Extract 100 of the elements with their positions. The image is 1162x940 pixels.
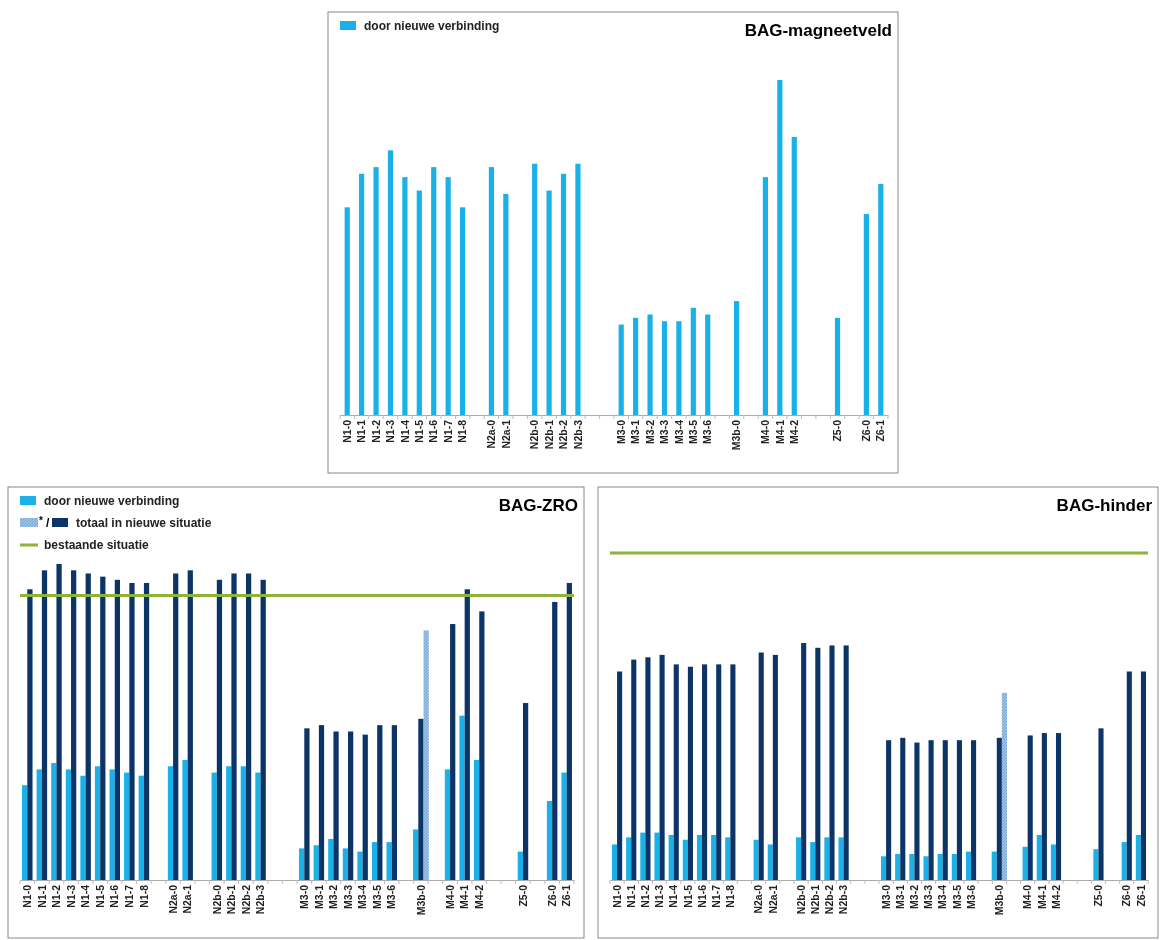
bar (696, 834, 703, 880)
bar (626, 837, 632, 880)
bar (41, 570, 48, 880)
x-tick-label: N1-7 (441, 419, 454, 443)
bar (27, 589, 33, 880)
bar (1022, 846, 1028, 880)
bar (900, 737, 906, 880)
x-tick-label: M3-6 (701, 419, 714, 444)
x-tick-label: N2b-2 (557, 419, 570, 450)
bar (611, 844, 618, 880)
bar (1126, 671, 1132, 880)
bar (758, 652, 764, 880)
x-tick-label: M4-0 (1021, 884, 1034, 909)
bar (187, 570, 193, 880)
x-tick-label: M3-3 (341, 884, 354, 909)
bar (1027, 735, 1033, 880)
bar (705, 314, 711, 415)
bar (71, 570, 77, 880)
bar (645, 657, 651, 880)
chart-title: BAG-ZRO (498, 496, 578, 515)
x-tick-label: M3-4 (936, 884, 949, 909)
bar (522, 703, 529, 880)
x-tick-label: N1-6 (108, 884, 121, 908)
x-tick-label: Z6-0 (860, 419, 873, 442)
bar (386, 842, 392, 880)
x-tick-label: Z5-0 (831, 419, 844, 442)
bar (687, 666, 693, 880)
x-tick-label: N1-7 (709, 884, 722, 908)
x-tick-label: N1-8 (724, 884, 737, 908)
bar (1135, 834, 1141, 880)
x-tick-label: N1-4 (79, 884, 92, 908)
x-tick-label: M3-5 (686, 419, 699, 444)
x-tick-label: N1-1 (35, 884, 48, 908)
bar (173, 573, 179, 880)
bar (344, 207, 350, 415)
x-tick-label: Z5-0 (516, 884, 529, 907)
bar (673, 664, 679, 880)
bar (245, 573, 252, 880)
bar (971, 740, 977, 880)
bar (618, 324, 624, 415)
bar (951, 853, 957, 880)
bar (676, 321, 682, 415)
bar (22, 785, 28, 880)
bar (167, 766, 174, 880)
text: / (46, 516, 50, 530)
bar (796, 837, 802, 880)
bar (65, 769, 72, 880)
bar (682, 839, 688, 880)
bar (216, 579, 223, 880)
bar (690, 307, 696, 415)
x-tick-label: M3-4 (356, 884, 369, 909)
bar (1041, 733, 1047, 880)
bar (631, 659, 637, 880)
x-tick-label: M4-2 (1049, 884, 1062, 909)
x-tick-label: N1-5 (412, 419, 425, 443)
x-tick-label: M3-2 (908, 884, 921, 909)
bar (226, 766, 232, 880)
bar (357, 851, 363, 880)
bar (1140, 671, 1147, 880)
bar (1055, 733, 1062, 880)
bar (255, 772, 261, 880)
bar (659, 654, 665, 880)
x-tick-label: M3-2 (643, 419, 656, 444)
bar (815, 647, 821, 880)
bar (753, 839, 759, 880)
bar (138, 775, 144, 880)
x-tick-label: N1-1 (624, 884, 637, 908)
bar (51, 763, 57, 880)
bar (114, 579, 121, 880)
bar (546, 190, 552, 415)
bar (909, 853, 915, 880)
bar (928, 740, 934, 880)
x-tick-label: N2b-0 (794, 884, 807, 915)
x-tick-label: Z6-1 (1134, 884, 1147, 907)
bar (1093, 849, 1099, 880)
bar (391, 725, 398, 880)
bar (359, 173, 365, 415)
bar (654, 832, 660, 880)
bar (767, 844, 773, 880)
bar (416, 190, 422, 415)
bar (85, 573, 91, 880)
x-tick-label: M3-1 (312, 884, 325, 909)
x-tick-label: N2b-3 (837, 884, 850, 915)
legend-label: door nieuwe verbinding (364, 19, 500, 33)
x-tick-label: N2b-1 (808, 884, 821, 915)
x-tick-label: N1-3 (384, 419, 397, 443)
bar (711, 834, 717, 880)
x-tick-label: N1-2 (50, 884, 63, 908)
bar (444, 769, 451, 880)
bar (824, 837, 830, 880)
bar (94, 766, 101, 880)
x-tick-label: N1-0 (20, 884, 33, 908)
bar (231, 573, 237, 880)
bar (810, 842, 816, 880)
bar (348, 731, 354, 880)
text: * (39, 515, 43, 526)
bar (80, 775, 86, 880)
x-tick-label: M3-3 (922, 884, 935, 909)
x-tick-label: N2a-0 (752, 884, 765, 914)
bar (124, 772, 130, 880)
